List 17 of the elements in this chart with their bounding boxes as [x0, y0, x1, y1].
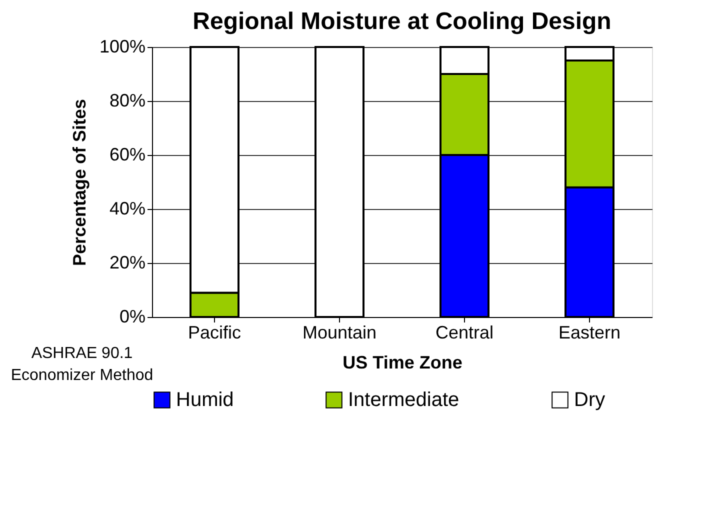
x-tick-label: Mountain — [302, 322, 377, 342]
y-tick-label: 20% — [109, 252, 146, 272]
x-tick-label: Central — [435, 322, 494, 342]
chart-title: Regional Moisture at Cooling Design — [192, 8, 612, 35]
y-axis-title: Percentage of Sites — [69, 98, 90, 266]
legend-label: Intermediate — [348, 389, 460, 411]
y-tick-label: 80% — [109, 90, 146, 110]
y-tick-label: 40% — [109, 198, 146, 218]
x-tick-label: Pacific — [188, 322, 242, 342]
x-tick-label: Eastern — [558, 322, 621, 342]
x-axis-title: US Time Zone — [342, 352, 462, 372]
y-tick-label: 60% — [109, 144, 146, 164]
y-tick-label: 0% — [119, 306, 146, 326]
text: ASHRAE 90.1 Economizer Method — [10, 345, 154, 384]
y-tick-label: 100% — [99, 36, 146, 56]
legend-label: Dry — [574, 389, 606, 411]
legend-label: Humid — [176, 389, 234, 411]
